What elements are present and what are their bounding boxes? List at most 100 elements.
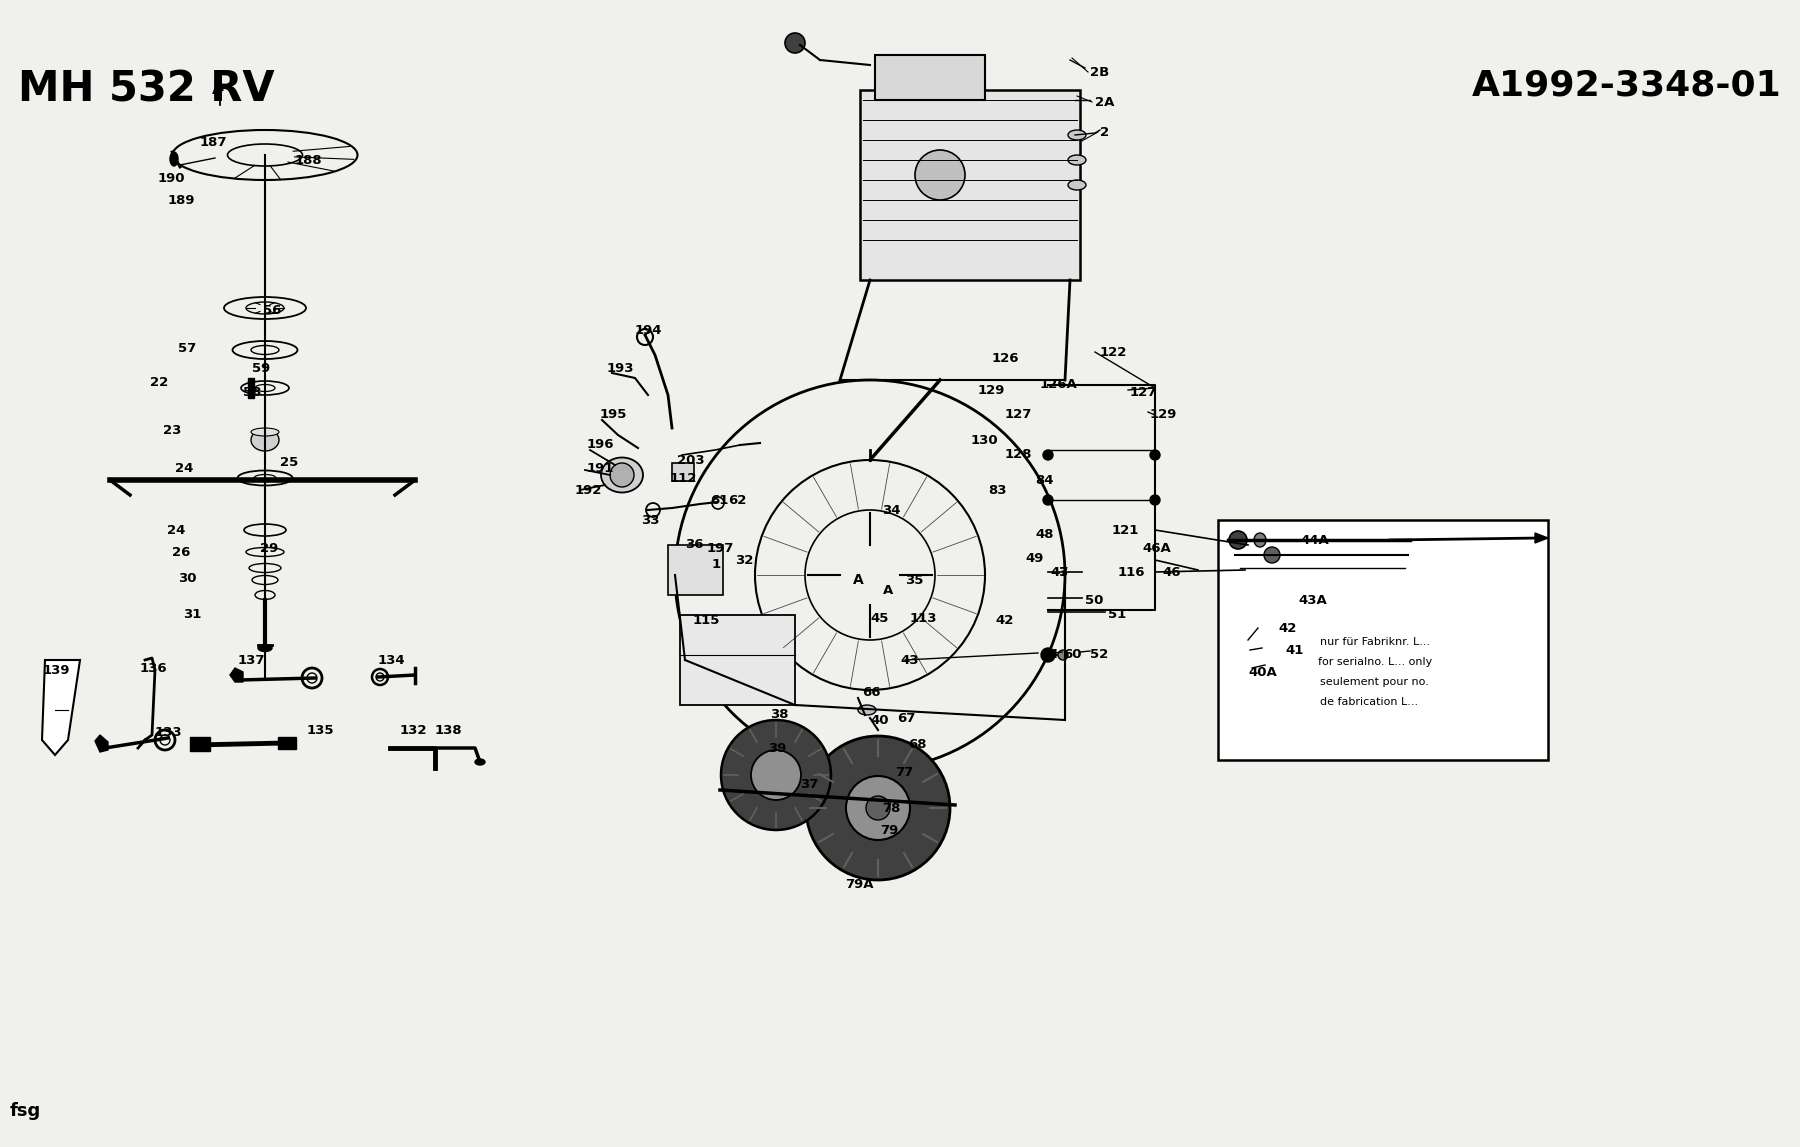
Text: 79: 79 xyxy=(880,824,898,836)
Text: 130: 130 xyxy=(970,434,999,446)
Text: 187: 187 xyxy=(200,136,227,149)
Text: 44A: 44A xyxy=(1300,533,1328,546)
Text: 44: 44 xyxy=(1040,648,1058,662)
Circle shape xyxy=(1150,450,1159,460)
Ellipse shape xyxy=(257,645,272,651)
Circle shape xyxy=(1058,650,1067,660)
Text: 203: 203 xyxy=(677,453,704,467)
Text: 52: 52 xyxy=(1091,648,1109,662)
Circle shape xyxy=(1042,450,1053,460)
Circle shape xyxy=(1042,496,1053,505)
Text: 26: 26 xyxy=(173,546,191,560)
Circle shape xyxy=(1229,531,1247,549)
Text: 40A: 40A xyxy=(1247,665,1276,679)
Circle shape xyxy=(914,150,965,200)
Text: 40: 40 xyxy=(869,713,889,726)
Bar xyxy=(191,738,211,751)
Text: 3: 3 xyxy=(1058,565,1067,578)
Text: fsg: fsg xyxy=(11,1102,41,1119)
Text: 129: 129 xyxy=(1150,408,1177,421)
Text: 195: 195 xyxy=(599,408,628,421)
Text: 47: 47 xyxy=(1049,565,1069,578)
Text: 24: 24 xyxy=(167,523,185,537)
Polygon shape xyxy=(1535,533,1548,543)
Text: 188: 188 xyxy=(295,154,322,166)
Text: 189: 189 xyxy=(167,194,196,206)
Text: 22: 22 xyxy=(149,376,167,390)
Text: 191: 191 xyxy=(587,461,614,475)
Text: 36: 36 xyxy=(686,538,704,552)
Text: 46: 46 xyxy=(1163,565,1181,578)
Bar xyxy=(1219,520,1548,760)
Text: 2B: 2B xyxy=(1091,65,1109,78)
Polygon shape xyxy=(41,660,79,755)
Text: 1: 1 xyxy=(713,559,722,571)
Text: 127: 127 xyxy=(1130,387,1157,399)
Text: 128: 128 xyxy=(1004,448,1033,461)
Text: 116: 116 xyxy=(1118,565,1145,578)
Bar xyxy=(668,545,724,595)
Ellipse shape xyxy=(169,153,178,166)
Text: 29: 29 xyxy=(259,541,279,554)
Text: 67: 67 xyxy=(896,711,916,725)
Text: 33: 33 xyxy=(641,514,659,526)
Text: 122: 122 xyxy=(1100,345,1127,359)
Circle shape xyxy=(866,796,889,820)
Ellipse shape xyxy=(475,759,484,765)
Text: 45: 45 xyxy=(869,611,889,624)
Ellipse shape xyxy=(1067,180,1085,190)
Circle shape xyxy=(806,736,950,880)
Text: 197: 197 xyxy=(707,541,734,554)
Text: 56: 56 xyxy=(263,304,281,317)
Text: 139: 139 xyxy=(43,663,70,677)
Polygon shape xyxy=(95,735,108,752)
Text: 61: 61 xyxy=(709,493,729,507)
Text: 57: 57 xyxy=(178,342,196,354)
Text: 42: 42 xyxy=(995,614,1013,626)
Ellipse shape xyxy=(859,705,877,715)
Text: 32: 32 xyxy=(734,554,754,567)
Text: 59: 59 xyxy=(252,361,270,375)
Text: 112: 112 xyxy=(670,471,697,484)
Text: 136: 136 xyxy=(140,662,167,674)
Circle shape xyxy=(785,33,805,53)
Text: 24: 24 xyxy=(175,461,193,475)
Text: 77: 77 xyxy=(895,766,913,780)
Text: A1992-3348-01: A1992-3348-01 xyxy=(1472,68,1782,102)
Text: 30: 30 xyxy=(178,571,196,585)
Text: 37: 37 xyxy=(799,779,819,791)
Text: 83: 83 xyxy=(988,484,1006,497)
Text: 113: 113 xyxy=(911,611,938,624)
Text: 193: 193 xyxy=(607,361,634,375)
Circle shape xyxy=(846,777,911,840)
Text: 41: 41 xyxy=(1285,643,1303,656)
Bar xyxy=(671,463,695,481)
Text: A: A xyxy=(882,584,893,596)
Text: 50: 50 xyxy=(1085,593,1103,607)
Circle shape xyxy=(160,735,169,746)
Text: nur für Fabriknr. L...: nur für Fabriknr. L... xyxy=(1319,637,1431,647)
Text: 126: 126 xyxy=(992,351,1019,365)
Ellipse shape xyxy=(1067,130,1085,140)
Text: 31: 31 xyxy=(184,609,202,622)
Text: 127: 127 xyxy=(1004,408,1033,421)
Text: 79A: 79A xyxy=(844,879,873,891)
Text: 194: 194 xyxy=(635,323,662,336)
Circle shape xyxy=(376,673,383,681)
Circle shape xyxy=(1264,547,1280,563)
Text: 49: 49 xyxy=(1024,552,1044,564)
Text: 68: 68 xyxy=(907,739,927,751)
Text: 51: 51 xyxy=(1109,609,1127,622)
Text: 66: 66 xyxy=(862,687,880,700)
Text: 121: 121 xyxy=(1112,523,1139,537)
Text: 35: 35 xyxy=(905,574,923,586)
Text: 126A: 126A xyxy=(1040,379,1078,391)
Text: 60: 60 xyxy=(1064,648,1082,662)
Ellipse shape xyxy=(1255,533,1265,547)
Text: 38: 38 xyxy=(770,709,788,721)
Polygon shape xyxy=(230,668,243,682)
Text: 132: 132 xyxy=(400,724,428,736)
Text: 137: 137 xyxy=(238,654,266,666)
Text: 196: 196 xyxy=(587,438,614,452)
Circle shape xyxy=(751,750,801,799)
